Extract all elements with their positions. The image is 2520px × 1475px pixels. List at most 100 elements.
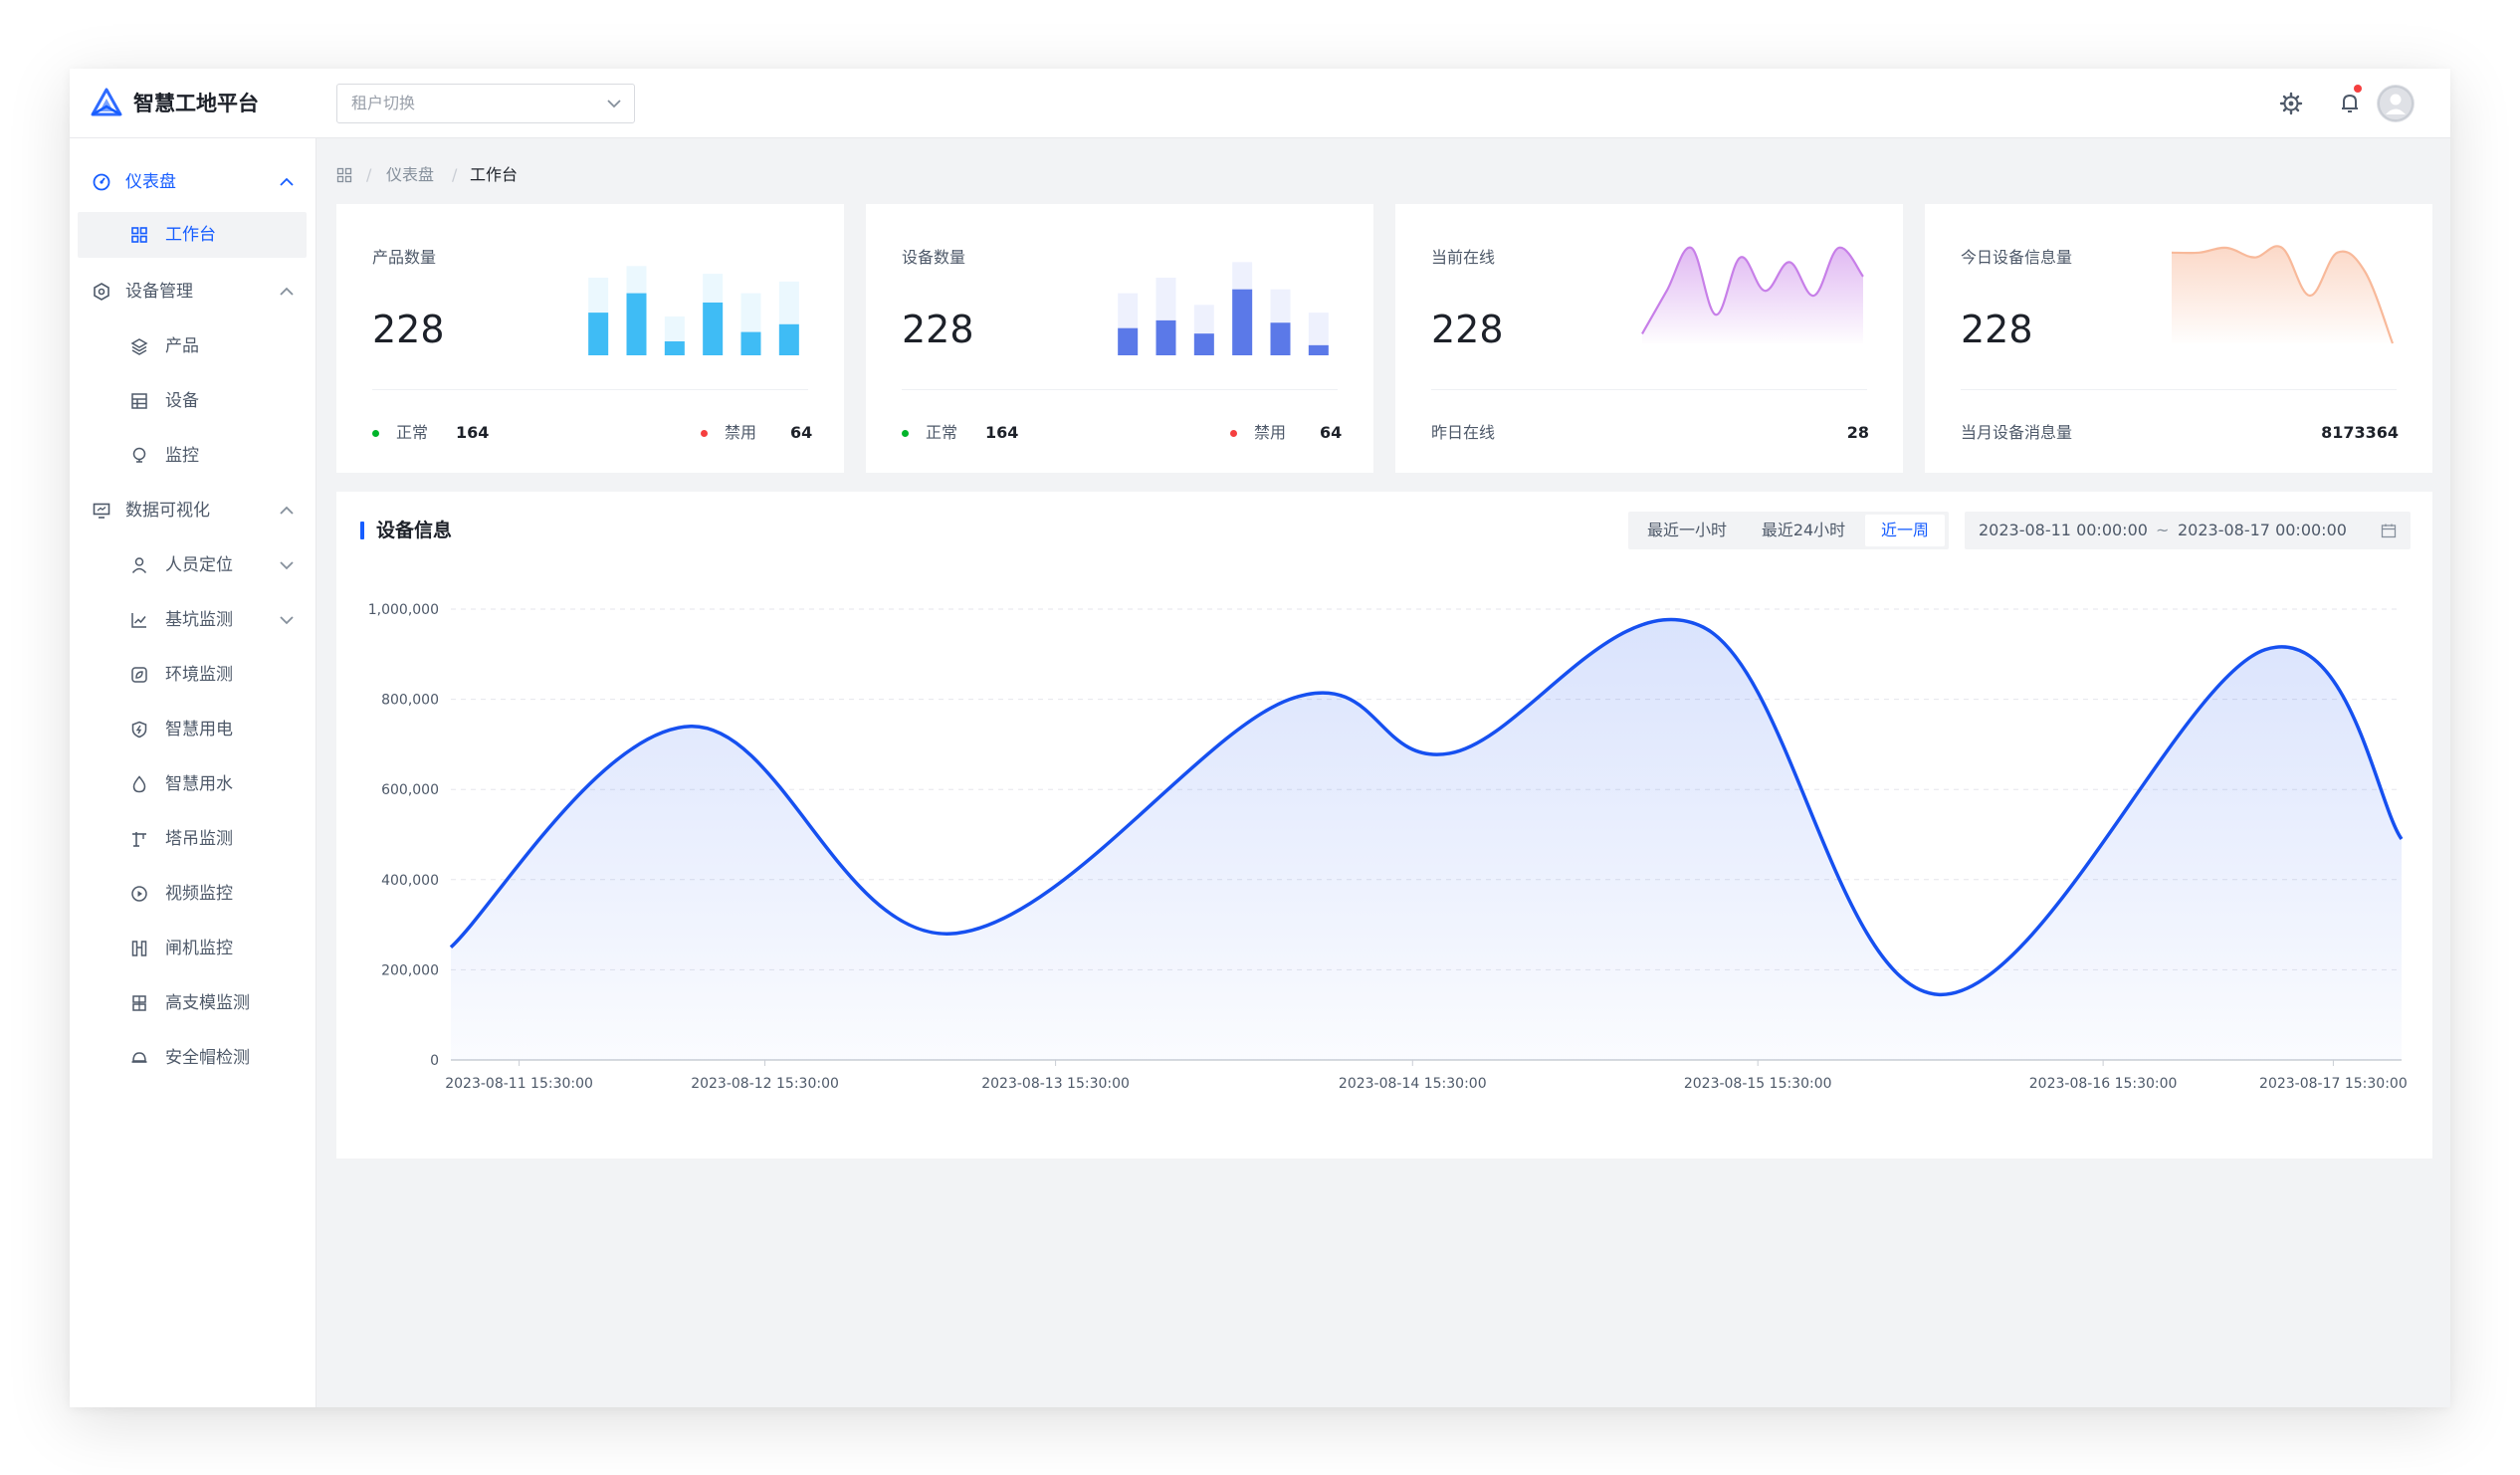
y-tick-label: 0 bbox=[430, 1053, 439, 1069]
stat-card-online: 当前在线 228 昨日在线 28 bbox=[1395, 204, 1903, 473]
x-tick-label: 2023-08-13 15:30:00 bbox=[981, 1076, 1130, 1092]
mini-area-line bbox=[2171, 245, 2395, 344]
sidebar-item-video-monitor[interactable]: 视频监控 bbox=[70, 871, 316, 917]
sidebar-item-tower-crane[interactable]: 塔吊监测 bbox=[70, 816, 316, 862]
mini-bar bbox=[778, 323, 799, 355]
status-dot-disabled bbox=[1230, 430, 1237, 437]
foot-label-normal: 正常 bbox=[926, 423, 958, 442]
status-dot-disabled bbox=[701, 430, 708, 437]
stat-card-messages: 今日设备信息量 228 当月设备消息量 8173364 bbox=[1925, 204, 2432, 473]
card-title: 当前在线 bbox=[1431, 248, 1496, 267]
card-title: 设备数量 bbox=[902, 248, 966, 267]
settings-icon[interactable] bbox=[2277, 90, 2305, 117]
tenant-switch-select[interactable]: 租户切换 bbox=[336, 84, 635, 123]
foot-label: 当月设备消息量 bbox=[1961, 423, 2073, 442]
range-last-24h-button[interactable]: 最近24小时 bbox=[1761, 521, 1846, 539]
card-title: 产品数量 bbox=[372, 248, 437, 267]
mini-bar bbox=[1270, 322, 1291, 355]
status-dot-normal bbox=[372, 430, 379, 437]
mini-area-line bbox=[1641, 246, 1864, 334]
foot-value-normal: 164 bbox=[985, 423, 1019, 442]
breadcrumb-separator: / bbox=[366, 165, 372, 184]
notification-badge bbox=[2354, 85, 2362, 93]
sidebar: 仪表盘 工作台 设备管理 bbox=[70, 138, 316, 1407]
sidebar-group-device-management[interactable]: 设备管理 bbox=[70, 269, 316, 315]
monitor-bulb-icon bbox=[132, 447, 146, 463]
foot-label-normal: 正常 bbox=[396, 423, 429, 442]
y-tick-label: 600,000 bbox=[381, 782, 439, 798]
chevron-up-icon bbox=[280, 506, 294, 515]
video-icon bbox=[131, 886, 147, 902]
calendar-icon[interactable] bbox=[2381, 523, 2397, 538]
range-last-hour-button[interactable]: 最近一小时 bbox=[1646, 521, 1727, 539]
avatar-icon bbox=[2378, 86, 2414, 121]
sidebar-item-environment[interactable]: 环境监测 bbox=[70, 652, 316, 698]
card-footer: 正常 164 禁用 64 bbox=[902, 421, 1342, 445]
range-last-week-button[interactable]: 近一周 bbox=[1865, 515, 1945, 546]
mini-bar bbox=[1155, 319, 1176, 355]
products-mini-bar-chart bbox=[588, 266, 799, 355]
top-bar: 智慧工地平台 租户切换 bbox=[70, 69, 2450, 138]
sidebar-item-label: 人员定位 bbox=[165, 555, 233, 575]
breadcrumb-item[interactable]: 仪表盘 bbox=[386, 165, 435, 184]
online-mini-area-chart bbox=[1641, 246, 1864, 343]
card-divider bbox=[1961, 389, 2397, 390]
grid-icon[interactable] bbox=[336, 167, 352, 183]
y-tick-label: 1,000,000 bbox=[368, 602, 439, 618]
sidebar-item-device[interactable]: 设备 bbox=[70, 378, 316, 424]
water-icon bbox=[132, 775, 146, 793]
chevron-down-icon bbox=[280, 561, 294, 570]
foot-value-disabled: 64 bbox=[790, 423, 813, 442]
sidebar-item-smart-electric[interactable]: 智慧用电 bbox=[70, 707, 316, 752]
sidebar-item-gate-monitor[interactable]: 闸机监控 bbox=[70, 926, 316, 971]
sidebar-item-monitor[interactable]: 监控 bbox=[70, 433, 316, 479]
device-info-area-chart: 0 200,000 400,000 600,000 800,000 1,000,000 20… bbox=[368, 602, 2408, 1092]
electric-icon bbox=[131, 721, 147, 738]
sidebar-item-formwork[interactable]: 高支模监测 bbox=[70, 980, 316, 1026]
table-icon bbox=[131, 393, 147, 409]
sidebar-item-product[interactable]: 产品 bbox=[70, 323, 316, 369]
y-tick-label: 400,000 bbox=[381, 873, 439, 889]
date-start[interactable]: 2023-08-11 00:00:00 bbox=[1979, 521, 2148, 539]
screen-icon bbox=[93, 503, 110, 519]
y-tick-label: 200,000 bbox=[381, 962, 439, 978]
x-tick-label: 2023-08-15 15:30:00 bbox=[1684, 1076, 1832, 1092]
sidebar-group-label: 仪表盘 bbox=[125, 172, 176, 192]
tenant-placeholder: 租户切换 bbox=[351, 94, 416, 112]
sidebar-item-helmet[interactable]: 安全帽检测 bbox=[70, 1035, 316, 1081]
x-tick-label: 2023-08-14 15:30:00 bbox=[1339, 1076, 1487, 1092]
card-divider bbox=[372, 389, 808, 390]
layers-icon bbox=[130, 338, 148, 355]
breadcrumb-separator: / bbox=[452, 165, 458, 184]
avatar[interactable] bbox=[2377, 85, 2415, 122]
sidebar-group-dashboard[interactable]: 仪表盘 bbox=[70, 159, 316, 205]
series-area-fill bbox=[451, 619, 2402, 1060]
person-icon bbox=[131, 557, 147, 573]
breadcrumb-item-current: 工作台 bbox=[470, 165, 519, 184]
chevron-down-icon bbox=[607, 100, 621, 108]
app-title: 智慧工地平台 bbox=[133, 92, 259, 115]
app-window: 智慧工地平台 租户切换 bbox=[70, 69, 2450, 1407]
sidebar-item-workbench[interactable]: 工作台 bbox=[78, 212, 307, 258]
sidebar-item-label: 智慧用电 bbox=[165, 720, 233, 739]
status-dot-normal bbox=[902, 430, 909, 437]
sidebar-item-foundation-pit[interactable]: 基坑监测 bbox=[70, 597, 316, 643]
mini-bar bbox=[1118, 327, 1139, 355]
sidebar-item-label: 视频监控 bbox=[165, 884, 233, 904]
mini-area-fill bbox=[1642, 247, 1863, 343]
crane-icon bbox=[132, 832, 146, 847]
messages-mini-area-chart bbox=[2171, 245, 2395, 344]
bell-icon[interactable] bbox=[2336, 90, 2364, 117]
sidebar-item-personnel-location[interactable]: 人员定位 bbox=[70, 542, 316, 588]
card-value: 228 bbox=[902, 308, 974, 351]
sidebar-item-label: 设备 bbox=[165, 391, 199, 411]
sidebar-item-smart-water[interactable]: 智慧用水 bbox=[70, 761, 316, 807]
date-range-picker[interactable]: 2023-08-11 00:00:00 ~ 2023-08-17 00:00:0… bbox=[1965, 512, 2411, 549]
sidebar-group-data-visualization[interactable]: 数据可视化 bbox=[70, 488, 316, 533]
x-tick-label: 2023-08-11 15:30:00 bbox=[445, 1076, 593, 1092]
environment-icon bbox=[131, 667, 147, 683]
foot-label-disabled: 禁用 bbox=[725, 423, 757, 442]
card-title: 今日设备信息量 bbox=[1961, 248, 2073, 267]
date-end[interactable]: 2023-08-17 00:00:00 bbox=[2178, 521, 2347, 539]
card-divider bbox=[1431, 389, 1867, 390]
